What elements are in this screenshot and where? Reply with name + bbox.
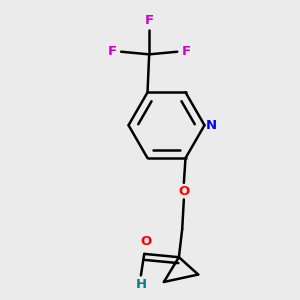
Text: F: F: [107, 45, 116, 58]
Text: H: H: [135, 278, 146, 291]
Text: F: F: [182, 45, 191, 58]
Text: O: O: [140, 235, 152, 248]
Text: O: O: [178, 184, 190, 198]
Text: F: F: [145, 14, 154, 27]
Text: N: N: [206, 119, 217, 132]
